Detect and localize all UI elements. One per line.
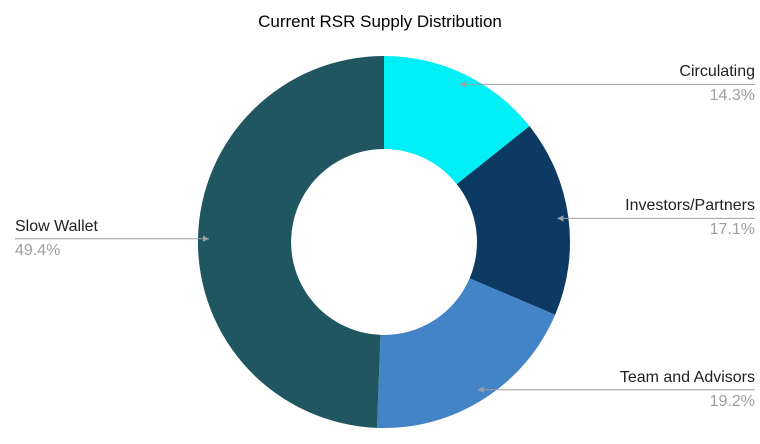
slice-label-slow-wallet: Slow Wallet <box>15 217 98 235</box>
slice-percent-investors-partners: 17.1% <box>709 221 755 239</box>
pie-slice-investors-partners[interactable] <box>456 126 570 315</box>
slice-label-circulating: Circulating <box>679 63 755 81</box>
callout-arrow-icon <box>477 386 484 393</box>
callout-arrow-icon <box>203 235 209 242</box>
chart-title: Current RSR Supply Distribution <box>258 12 502 31</box>
slice-percent-slow-wallet: 49.4% <box>15 241 61 259</box>
pie-slice-team-and-advisors[interactable] <box>376 278 556 429</box>
callout-arrow-icon <box>460 81 466 88</box>
pie-slice-circulating[interactable] <box>384 56 530 185</box>
slice-label-team-and-advisors: Team and Advisors <box>619 368 755 386</box>
slice-percent-team-and-advisors: 19.2% <box>709 392 755 410</box>
slice-percent-circulating: 14.3% <box>709 87 755 105</box>
callout-arrow-icon <box>557 215 564 222</box>
slice-label-investors-partners: Investors/Partners <box>625 197 755 215</box>
pie-slice-slow-wallet[interactable] <box>197 55 384 428</box>
